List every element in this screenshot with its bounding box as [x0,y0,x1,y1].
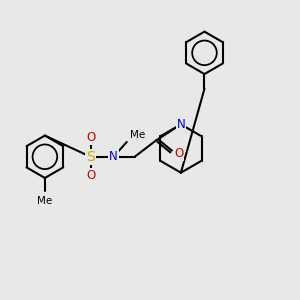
Text: O: O [174,147,183,160]
Text: Me: Me [37,196,52,206]
Text: Me: Me [130,130,146,140]
Text: N: N [176,118,185,131]
Text: N: N [109,150,118,163]
Text: S: S [86,150,95,164]
Text: O: O [86,131,95,144]
Text: O: O [86,169,95,182]
